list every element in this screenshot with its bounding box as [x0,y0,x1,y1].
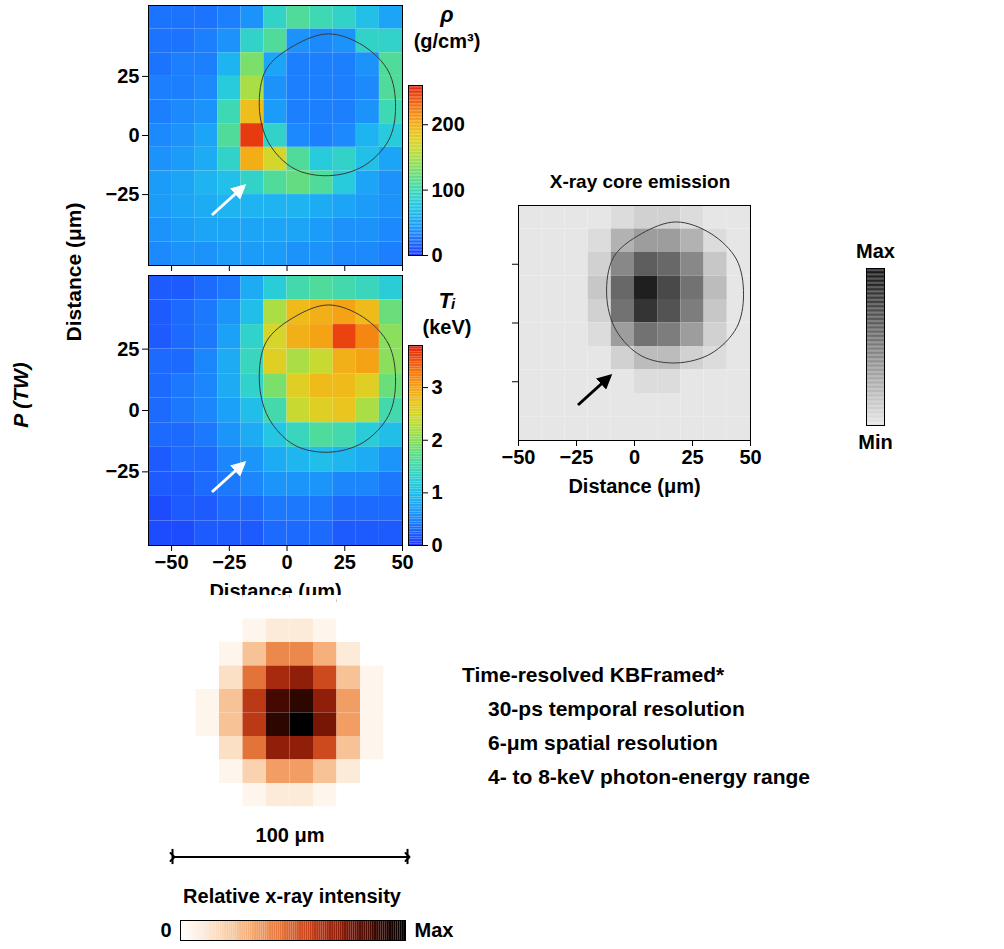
svg-text:0: 0 [128,399,139,421]
svg-text:3: 3 [432,376,443,398]
svg-text:Distance (μm): Distance (μm) [62,203,85,342]
svg-text:Max: Max [856,240,895,262]
svg-text:100 μm: 100 μm [256,824,325,846]
svg-text:0: 0 [432,244,443,266]
svg-text:X-ray core emission: X-ray core emission [550,171,731,192]
svg-text:6-μm spatial resolution: 6-μm spatial resolution [488,731,718,754]
svg-text:50: 50 [391,551,413,573]
svg-text:Distance (μm): Distance (μm) [209,579,342,602]
svg-text:25: 25 [334,551,356,573]
svg-text:−25: −25 [106,460,140,482]
svg-text:Tᵢ: Tᵢ [438,288,455,313]
svg-text:0: 0 [432,534,443,556]
svg-text:1: 1 [432,481,443,503]
svg-text:Distance (μm): Distance (μm) [568,475,700,497]
svg-text:(keV): (keV) [423,316,472,338]
svg-text:0: 0 [281,551,292,573]
svg-text:ρ: ρ [439,2,453,27]
svg-text:−50: −50 [502,446,536,468]
svg-text:Max: Max [415,919,454,941]
svg-text:25: 25 [117,338,139,360]
svg-text:100: 100 [432,179,465,201]
svg-text:Min: Min [858,431,892,453]
svg-text:2: 2 [432,429,443,451]
svg-text:−25: −25 [560,446,594,468]
svg-text:−25: −25 [106,183,140,205]
svg-text:4- to 8-keV photon-energy rang: 4- to 8-keV photon-energy range [488,765,810,788]
svg-text:P (TW): P (TW) [9,362,32,428]
svg-text:25: 25 [681,446,703,468]
svg-text:(g/cm³): (g/cm³) [414,30,481,52]
svg-text:0: 0 [629,446,640,468]
svg-text:30-ps temporal resolution: 30-ps temporal resolution [488,697,745,720]
svg-text:−25: −25 [212,551,246,573]
svg-text:25: 25 [117,65,139,87]
svg-text:−50: −50 [155,551,189,573]
svg-text:50: 50 [739,446,761,468]
svg-text:Time-resolved KBFramed*: Time-resolved KBFramed* [462,663,725,686]
svg-text:200: 200 [432,113,465,135]
svg-text:0: 0 [128,124,139,146]
svg-text:0: 0 [160,919,171,941]
svg-text:Relative x-ray intensity: Relative x-ray intensity [183,885,402,907]
